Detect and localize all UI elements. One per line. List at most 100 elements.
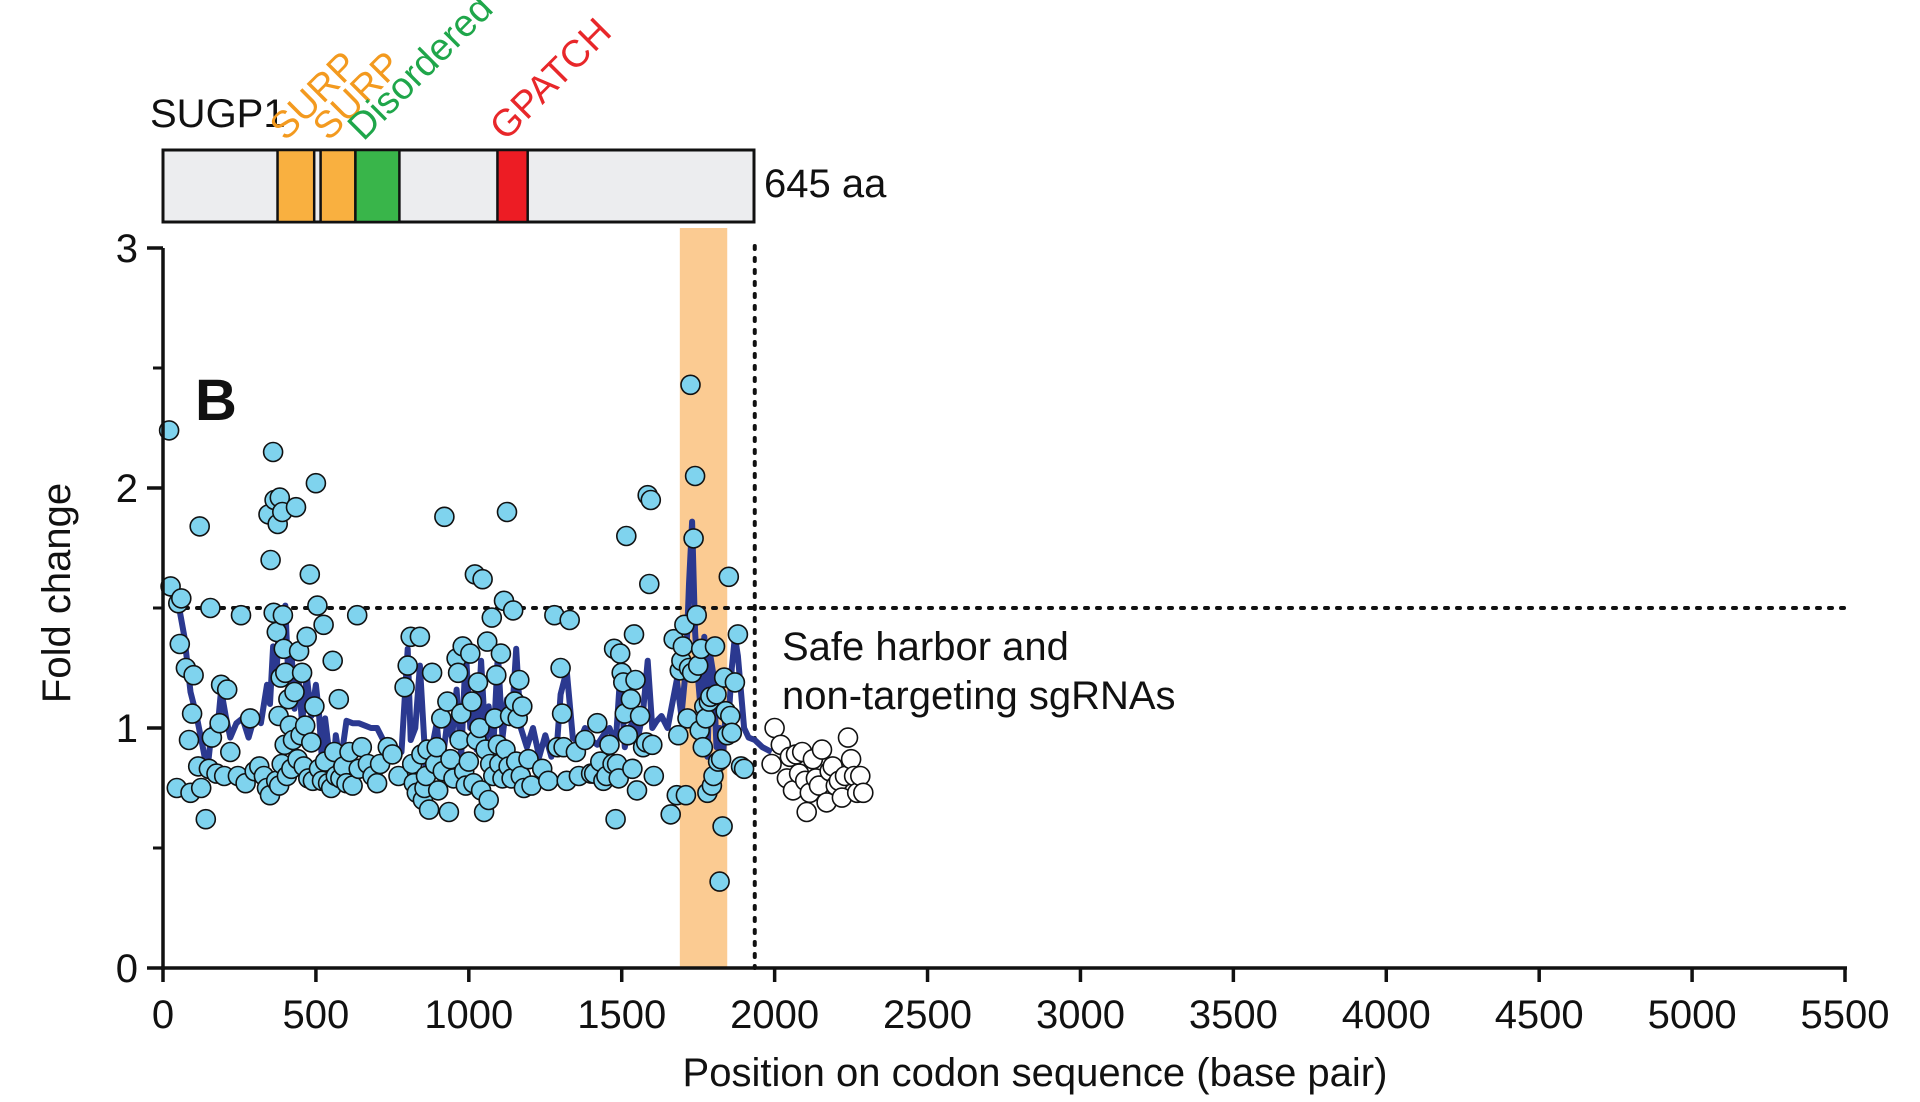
data-point (675, 784, 697, 806)
data-point (709, 871, 730, 892)
data-point (426, 736, 448, 758)
data-point (195, 808, 217, 830)
data-point (230, 604, 252, 626)
data-point (706, 684, 727, 705)
data-point (421, 662, 443, 684)
data-point (322, 650, 344, 672)
data-point (686, 604, 708, 626)
x-tick-label: 0 (152, 993, 174, 1037)
data-point (727, 624, 749, 645)
data-point (660, 804, 682, 825)
domain-box-gpatch-3 (496, 148, 529, 224)
data-point (643, 765, 665, 787)
data-point (687, 655, 709, 676)
data-point (622, 758, 643, 780)
data-point (496, 501, 518, 523)
data-point (502, 600, 524, 621)
data-point (459, 643, 481, 664)
data-point (262, 441, 284, 463)
data-point (692, 736, 714, 758)
data-point (811, 739, 833, 760)
data-point (299, 564, 321, 585)
data-point (490, 643, 512, 664)
data-point (216, 679, 238, 700)
data-point (521, 775, 542, 796)
data-point (300, 732, 322, 753)
series-sugp1-sgrnas (158, 374, 755, 892)
data-point (680, 374, 701, 396)
y-tick-label: 0 (116, 947, 138, 991)
data-point (472, 568, 493, 590)
data-point (382, 744, 403, 765)
domain-box-surp-0 (276, 148, 316, 224)
data-point (181, 703, 203, 724)
data-point (849, 765, 871, 787)
data-point (481, 607, 503, 628)
data-point (551, 703, 573, 724)
data-point (617, 724, 639, 746)
data-point (434, 506, 455, 528)
data-point (852, 782, 874, 804)
data-point (366, 772, 388, 794)
data-point (609, 643, 631, 664)
data-point (683, 528, 704, 549)
data-point (733, 758, 755, 780)
annotation-line-2: non-targeting sgRNAs (782, 674, 1176, 718)
data-point (718, 566, 740, 588)
data-point (260, 549, 281, 571)
data-point (840, 748, 862, 770)
y-tick-label: 2 (116, 467, 138, 511)
data-point (574, 729, 596, 751)
data-point (171, 588, 192, 609)
data-point (296, 626, 318, 648)
data-point (684, 465, 706, 487)
data-point (328, 688, 350, 710)
data-point (437, 691, 458, 712)
data-point (200, 597, 221, 619)
data-point (305, 472, 327, 494)
data-point (304, 696, 325, 717)
data-point (469, 717, 490, 739)
data-point (272, 604, 294, 626)
data-points (158, 374, 874, 892)
data-point (190, 777, 212, 799)
data-point (467, 672, 489, 693)
data-point (599, 734, 620, 756)
x-tick-label: 2000 (730, 993, 819, 1037)
data-point (712, 816, 733, 837)
axes: 0 500 1000 1500 2000 2500 3000 3500 4000 4500 5000… (116, 227, 1890, 1037)
data-point (485, 664, 507, 686)
protein-name: SUGP1 (150, 92, 286, 136)
data-point (284, 681, 305, 703)
data-point (550, 657, 571, 679)
x-tick-label: 3000 (1036, 993, 1125, 1037)
data-point (724, 672, 746, 693)
series-control-sgrnas (761, 717, 874, 823)
data-point (626, 780, 648, 801)
data-point (667, 724, 689, 746)
data-point (447, 662, 469, 684)
data-point (291, 662, 313, 684)
protein-bar (161, 148, 756, 224)
data-point (620, 688, 642, 710)
data-point (837, 727, 859, 748)
data-point (169, 633, 191, 655)
data-point (189, 516, 210, 537)
domain-box-surp-1 (319, 148, 357, 224)
data-point (508, 669, 530, 691)
data-point (427, 780, 449, 801)
data-point (796, 801, 818, 823)
domain-label-gpatch-3: GPATCH (482, 11, 620, 149)
data-point (178, 729, 200, 751)
panel-label: B (195, 368, 237, 433)
data-point (640, 489, 662, 511)
domain-boxes (276, 148, 529, 224)
x-axis-title: Position on codon sequence (base pair) (683, 1051, 1388, 1095)
data-point (418, 799, 440, 820)
data-point (461, 691, 483, 712)
data-point (704, 636, 726, 657)
data-point (438, 801, 460, 823)
